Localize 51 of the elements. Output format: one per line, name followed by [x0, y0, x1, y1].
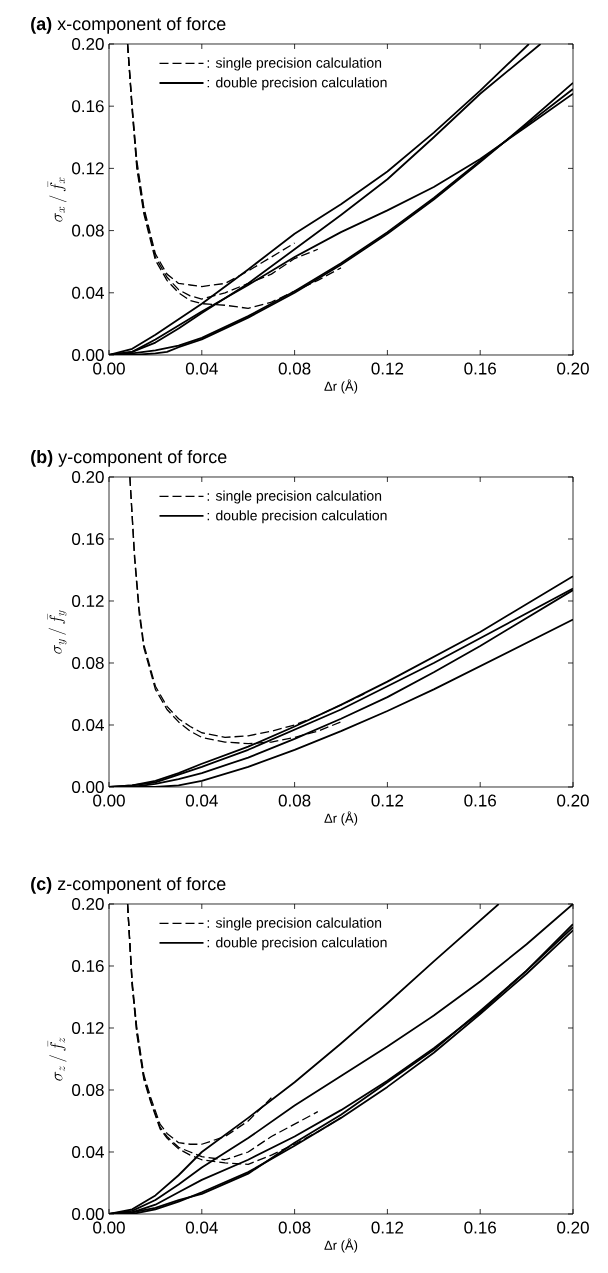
chart-title: (a) x-component of force	[31, 17, 226, 34]
y-tick-label: 0.08	[72, 224, 104, 237]
chart-title: (c) z-component of force	[31, 877, 226, 894]
y-tick-label: 0.04	[72, 286, 104, 299]
legend-label: : single precision calculation	[207, 57, 382, 71]
x-tick-label: 0.04	[185, 1221, 218, 1234]
y-tick-label: 0.12	[72, 162, 104, 175]
y-tick-label: 0.08	[72, 656, 104, 670]
y-axis-title: $\sigma_{y} \,/\, \bar{f}_{y}$	[47, 610, 67, 654]
y-tick-label: 0.00	[72, 780, 104, 794]
x-tick-label: 0.00	[93, 362, 125, 375]
y-tick-label: 0.16	[72, 532, 104, 546]
y-tick-label: 0.20	[72, 37, 104, 51]
legend-label: : single precision calculation	[207, 490, 382, 504]
x-tick-label: 0.16	[464, 362, 496, 375]
x-tick-label: 0.20	[557, 1221, 589, 1234]
y-tick-label: 0.16	[72, 959, 104, 973]
x-tick-label: 0.16	[464, 794, 496, 807]
legend-label: : double precision calculation	[207, 510, 387, 524]
x-tick-label: 0.12	[371, 362, 404, 375]
x-tick-label: 0.00	[93, 794, 125, 807]
y-tick-label: 0.04	[72, 718, 104, 732]
x-axis-title: Δr (Å)	[324, 811, 358, 826]
x-axis-title: Δr (Å)	[324, 1238, 358, 1253]
y-tick-label: 0.04	[72, 1145, 104, 1159]
legend-label: : single precision calculation	[207, 917, 382, 931]
y-tick-label: 0.16	[72, 100, 104, 113]
x-tick-label: 0.00	[93, 1221, 125, 1234]
x-tick-label: 0.08	[278, 1221, 311, 1234]
x-tick-label: 0.20	[557, 362, 589, 375]
x-tick-label: 0.12	[371, 794, 404, 807]
y-axis-title: $\sigma_{z} \,/\, \bar{f}_{z}$	[47, 1037, 67, 1081]
x-tick-label: 0.16	[464, 1221, 496, 1234]
x-tick-label: 0.12	[371, 1221, 404, 1234]
x-tick-label: 0.04	[185, 362, 218, 375]
x-tick-label: 0.04	[185, 794, 218, 807]
y-tick-label: 0.12	[72, 594, 104, 608]
legend-label: : double precision calculation	[207, 77, 387, 91]
y-tick-label: 0.20	[72, 897, 104, 911]
y-tick-label: 0.00	[72, 348, 104, 362]
y-tick-label: 0.08	[72, 1083, 104, 1097]
x-axis-title: Δr (Å)	[324, 379, 358, 394]
legend-label: : double precision calculation	[207, 937, 387, 951]
x-tick-label: 0.08	[278, 362, 311, 375]
y-tick-label: 0.00	[72, 1207, 104, 1221]
y-tick-label: 0.20	[72, 470, 104, 484]
y-axis-title: $\sigma_{x} \,/\, \bar{f}_{x}$	[47, 177, 67, 222]
y-tick-label: 0.12	[72, 1021, 104, 1035]
chart-title: (b) y-component of force	[31, 450, 227, 467]
x-tick-label: 0.08	[278, 794, 311, 807]
x-tick-label: 0.20	[557, 794, 589, 807]
